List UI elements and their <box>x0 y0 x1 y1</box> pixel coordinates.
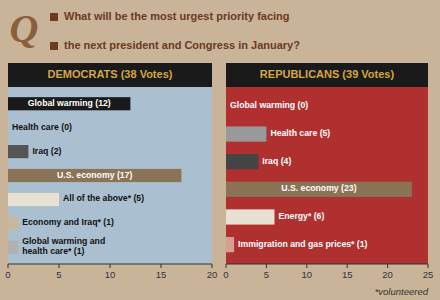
subtitle: the next president and Congress in Janua… <box>64 39 300 51</box>
x-tick-label: 20 <box>207 269 218 280</box>
x-tick <box>347 264 348 268</box>
category-label-line: Health care (0) <box>12 122 72 132</box>
x-tick-label: 0 <box>5 269 10 280</box>
category-label-line: health care* (1) <box>22 246 84 256</box>
x-tick <box>428 264 429 268</box>
title: What will be the most urgest priority fa… <box>64 10 290 22</box>
category-label: Global warming andhealth care* (1) <box>22 237 105 257</box>
category-label-line: Iraq (4) <box>262 156 291 166</box>
bar-labels: Global warming (0) Health care (5) Iraq (4… <box>230 101 368 249</box>
x-tick-label: 5 <box>264 269 269 280</box>
bar <box>8 241 18 254</box>
plot-background <box>8 87 212 264</box>
category-label-line: All of the above* (5) <box>63 194 144 204</box>
x-tick <box>387 264 388 268</box>
category-label: Iraq (4) <box>262 156 291 166</box>
x-tick <box>8 264 9 268</box>
x-tick <box>226 264 227 268</box>
title-bullet <box>50 13 58 21</box>
category-label: Iraq (2) <box>32 146 61 156</box>
category-label: Immigration and gas prices* (1) <box>238 239 367 249</box>
bars <box>226 126 412 252</box>
x-tick-label: 20 <box>382 269 393 280</box>
category-label-line: Iraq (2) <box>32 146 61 156</box>
x-tick <box>212 264 213 268</box>
bars <box>8 97 181 254</box>
background <box>0 0 440 300</box>
x-tick-label: 5 <box>56 269 61 280</box>
bar <box>226 126 266 141</box>
category-label-line: U.S. economy (23) <box>281 184 356 194</box>
category-label-line: Health care (5) <box>270 128 330 138</box>
panel-header <box>226 63 428 87</box>
bar <box>226 209 274 224</box>
footnote: *volunteered <box>375 286 429 297</box>
x-tick <box>266 264 267 268</box>
bar <box>8 169 181 182</box>
bar <box>8 97 130 110</box>
bar <box>226 99 227 114</box>
bar <box>8 145 28 158</box>
chart-root: Q What will be the most urgest priority f… <box>0 0 440 300</box>
plot-background <box>226 87 428 264</box>
x-tick <box>306 264 307 268</box>
category-label-line: Economy and Iraq* (1) <box>22 218 114 228</box>
x-tick-label: 10 <box>105 269 116 280</box>
category-label-line: Energy* (6) <box>278 211 324 221</box>
bar <box>8 217 18 230</box>
x-tick-label: 15 <box>342 269 353 280</box>
category-label: Global warming (12) <box>28 98 111 108</box>
bar-labels: Global warming (12) Health care (0) Iraq (… <box>12 98 144 256</box>
category-label-line: Immigration and gas prices* (1) <box>238 239 367 249</box>
x-axis-line <box>226 264 428 265</box>
title-bullet <box>50 42 58 50</box>
category-label-line: Global warming (12) <box>28 98 111 108</box>
category-label: U.S. economy (17) <box>57 170 132 180</box>
x-tick <box>110 264 111 268</box>
bar <box>226 154 258 169</box>
category-label-line: U.S. economy (17) <box>57 170 132 180</box>
bar <box>226 237 234 252</box>
category-label: Global warming (0) <box>230 101 308 111</box>
chart-title: DEMOCRATS (38 Votes) <box>48 68 173 80</box>
category-label: Health care (5) <box>270 128 330 138</box>
bar <box>226 182 412 197</box>
x-tick <box>59 264 60 268</box>
category-label-line: Global warming (0) <box>230 101 308 111</box>
logo-annotation: Q <box>10 6 39 51</box>
x-tick <box>161 264 162 268</box>
bar <box>8 193 59 206</box>
category-label-line: Global warming and <box>22 237 105 247</box>
x-tick-label: 10 <box>302 269 313 280</box>
x-tick-label: 15 <box>156 269 167 280</box>
x-tick-label: 25 <box>423 269 434 280</box>
category-label: Health care (0) <box>12 122 72 132</box>
category-label: U.S. economy (23) <box>281 184 356 194</box>
category-label: Energy* (6) <box>278 211 324 221</box>
bar <box>8 121 9 134</box>
x-tick-label: 0 <box>223 269 228 280</box>
chart-title: REPUBLICANS (39 Votes) <box>260 68 395 80</box>
category-label: Economy and Iraq* (1) <box>22 218 114 228</box>
category-label: All of the above* (5) <box>63 194 144 204</box>
panel-header <box>8 63 212 87</box>
